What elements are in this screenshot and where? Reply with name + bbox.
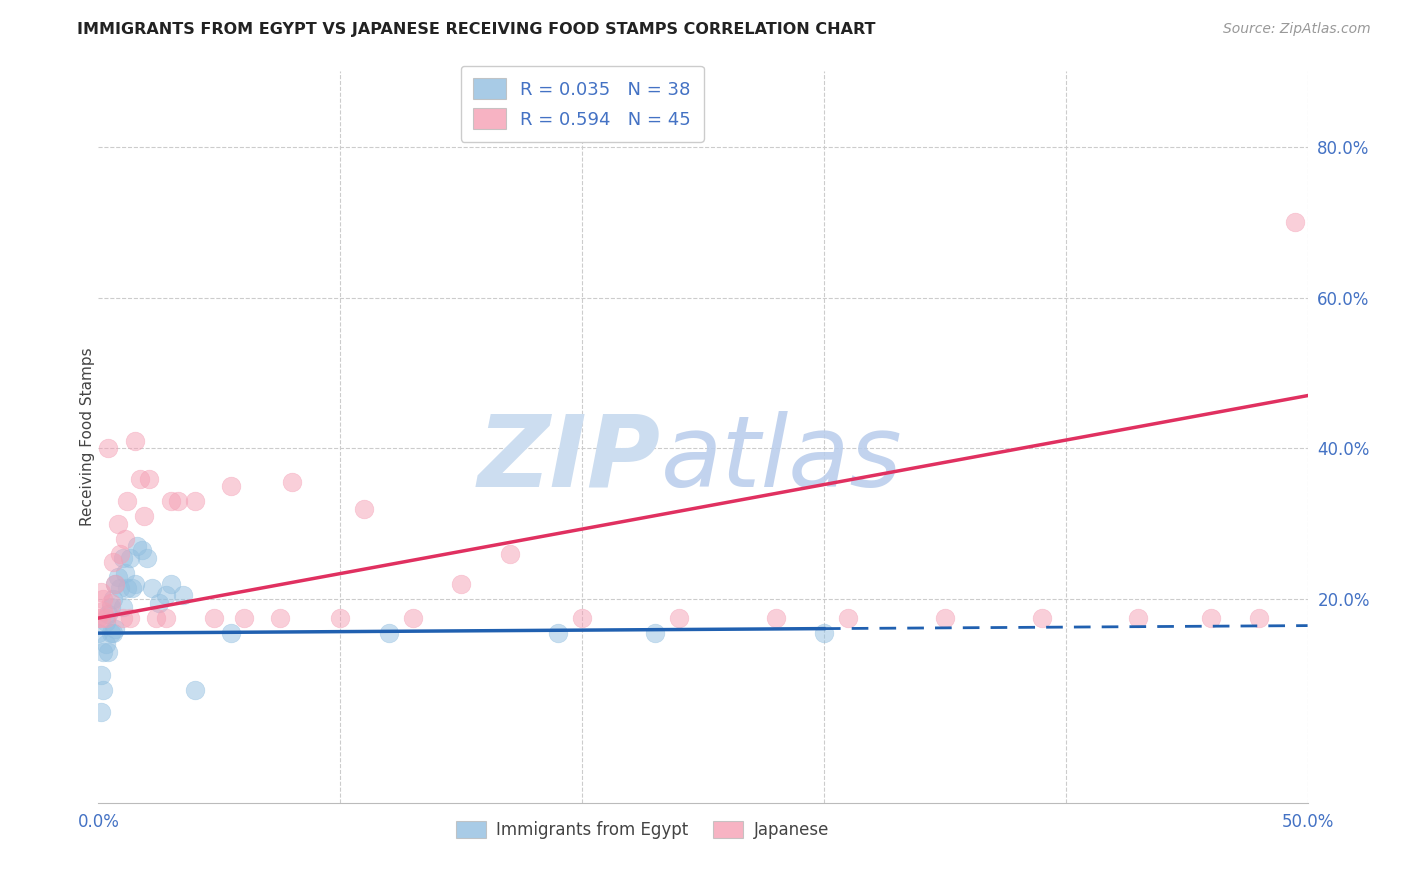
Point [232,611,254,625]
Point [498,547,520,561]
Text: Source: ZipAtlas.com: Source: ZipAtlas.com [1223,22,1371,37]
Point [87,611,110,625]
Point [104,577,127,591]
Point [837,611,859,625]
Point [114,566,136,580]
Point [1284,215,1306,229]
Point [117,581,139,595]
Point [644,626,666,640]
Point [101,592,124,607]
Point [1031,611,1053,625]
Point [90,667,112,681]
Point [111,599,134,614]
Point [668,611,690,625]
Point [108,547,131,561]
Point [101,626,124,640]
Point [221,479,243,493]
Point [167,494,190,508]
Point [111,550,134,565]
Point [934,611,956,625]
Point [813,626,835,640]
Point [128,471,150,485]
Legend: Immigrants from Egypt, Japanese: Immigrants from Egypt, Japanese [450,814,835,846]
Point [1199,611,1222,625]
Point [111,611,134,625]
Point [100,596,122,610]
Point [155,589,177,603]
Point [141,581,163,595]
Point [94,637,117,651]
Point [184,682,207,697]
Y-axis label: Receiving Food Stamps: Receiving Food Stamps [80,348,94,526]
Point [97,645,120,659]
Point [91,592,114,607]
Point [118,611,141,625]
Point [100,599,122,614]
Point [138,471,160,485]
Point [353,501,375,516]
Point [94,611,117,625]
Point [114,532,136,546]
Point [127,540,149,554]
Text: atlas: atlas [661,410,903,508]
Point [160,494,183,508]
Point [221,626,243,640]
Point [1128,611,1150,625]
Point [90,584,112,599]
Text: IMMIGRANTS FROM EGYPT VS JAPANESE RECEIVING FOOD STAMPS CORRELATION CHART: IMMIGRANTS FROM EGYPT VS JAPANESE RECEIV… [77,22,876,37]
Point [172,589,194,603]
Point [108,581,131,595]
Point [100,626,122,640]
Point [104,623,127,637]
Point [148,596,170,610]
Point [402,611,425,625]
Point [90,706,112,720]
Point [104,577,127,591]
Point [118,550,141,565]
Point [94,615,117,629]
Point [91,682,114,697]
Point [121,581,143,595]
Point [145,611,167,625]
Point [281,475,304,490]
Point [204,611,226,625]
Point [124,434,146,448]
Point [1249,611,1271,625]
Point [87,626,110,640]
Point [329,611,352,625]
Point [91,645,114,659]
Point [571,611,593,625]
Point [117,494,139,508]
Point [160,577,183,591]
Point [90,611,112,625]
Point [91,603,114,617]
Point [450,577,472,591]
Point [97,442,120,456]
Point [135,550,157,565]
Point [97,607,120,622]
Point [107,569,129,583]
Point [765,611,787,625]
Point [124,577,146,591]
Point [107,516,129,531]
Point [155,611,177,625]
Point [269,611,291,625]
Point [101,554,124,568]
Point [547,626,569,640]
Point [184,494,207,508]
Point [131,543,153,558]
Text: ZIP: ZIP [478,410,661,508]
Point [377,626,399,640]
Point [134,509,156,524]
